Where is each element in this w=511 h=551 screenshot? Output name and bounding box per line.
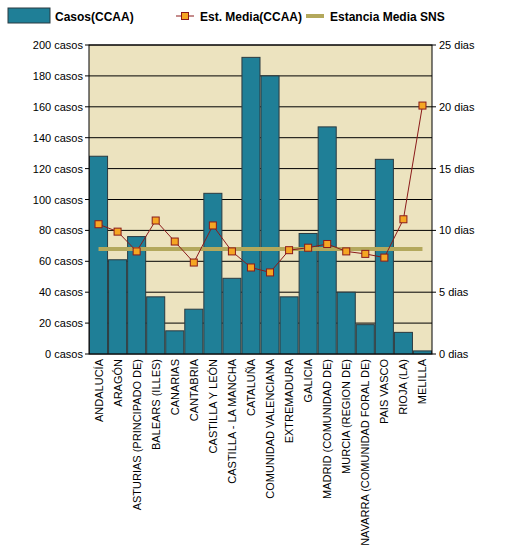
bar: [204, 193, 222, 354]
marks: [90, 57, 432, 354]
y-tick-label: 200 casos: [33, 39, 84, 51]
marker: [400, 216, 407, 223]
bar: [299, 233, 317, 354]
line: [99, 247, 423, 251]
y2-tick-label: 15 dias: [439, 163, 475, 175]
marker: [171, 238, 178, 245]
marker: [114, 228, 121, 235]
x-tick-label: CANTABRIA: [188, 358, 200, 421]
y2-tick-label: 10 dias: [439, 224, 475, 236]
plot-frame: [89, 45, 432, 354]
y-tick: [85, 354, 89, 355]
y-tick: [85, 261, 89, 262]
chart: 0 casos 20 casos 40 casos 60 casos 80 casos 1…: [0, 0, 511, 551]
y-tick: [85, 45, 89, 46]
y-tick-label: 0 casos: [45, 348, 83, 360]
legend-label: Casos(CCAA): [55, 10, 134, 24]
x-tick-label: ASTURIAS (PRINCIPADO DE): [131, 359, 143, 510]
y-tick: [85, 75, 89, 76]
bar: [394, 332, 412, 354]
y-tick-label: 180 casos: [33, 70, 84, 82]
y-tick: [85, 199, 89, 200]
legend-label: Estancia Media SNS: [330, 10, 445, 24]
plot-background: [89, 45, 432, 354]
marker: [343, 248, 350, 255]
y2-tick: [432, 106, 436, 107]
y-tick-label: 120 casos: [33, 163, 84, 175]
marker: [133, 248, 140, 255]
marker: [95, 221, 102, 228]
marker: [305, 244, 312, 251]
y2-tick: [432, 354, 436, 355]
y2-tick-label: 20 dias: [439, 101, 475, 113]
x-tick-label: ARAGÓN: [112, 359, 124, 407]
y-tick: [85, 106, 89, 107]
y2-tick-label: 5 dias: [439, 286, 469, 298]
bar: [337, 292, 355, 354]
x-tick-label: CATALUÑA: [245, 358, 257, 416]
y-tick-label: 140 casos: [33, 132, 84, 144]
marker: [190, 259, 197, 266]
y-tick-label: 100 casos: [33, 194, 84, 206]
x-tick-label: GALICIA: [302, 358, 314, 402]
bar: [90, 156, 108, 354]
marker: [247, 264, 254, 271]
bar: [356, 325, 374, 354]
y2-tick: [432, 45, 436, 46]
x-tick-label: EXTREMADURA: [283, 358, 295, 443]
marker: [419, 102, 426, 109]
bar: [261, 76, 279, 354]
marker: [209, 222, 216, 229]
bar: [147, 297, 165, 354]
marker: [381, 254, 388, 261]
y2-tick: [432, 292, 436, 293]
marker: [324, 240, 331, 247]
x-tick-label: NAVARRA (COMUNIDAD FORAL DE): [359, 359, 371, 546]
y-tick: [85, 230, 89, 231]
y2-tick-label: 0 dias: [439, 348, 469, 360]
y2-tick: [432, 230, 436, 231]
y-tick-label: 160 casos: [33, 101, 84, 113]
legend-label: Est. Media(CCAA): [200, 10, 302, 24]
legend-swatch: [8, 8, 50, 23]
y-tick: [85, 168, 89, 169]
bar: [185, 309, 203, 354]
x-tick-label: BALEARS (ILLES): [150, 359, 162, 450]
y2-tick: [432, 168, 436, 169]
marker: [362, 250, 369, 257]
marker: [152, 217, 159, 224]
y-tick: [85, 292, 89, 293]
y-tick-label: 20 casos: [39, 317, 84, 329]
bar: [242, 57, 260, 354]
x-tick-label: ANDALUCÍA: [93, 358, 105, 422]
x-tick-label: MELILLA: [416, 358, 428, 404]
legend-swatch: [306, 14, 324, 18]
bar: [166, 331, 184, 354]
x-tick-label: PAIS VASCO: [378, 359, 390, 424]
y-tick-label: 40 casos: [39, 286, 84, 298]
x-tick-label: MURCIA (REGION DE): [340, 359, 352, 474]
bar: [128, 237, 146, 354]
x-tick-label: CASTILLA Y LEÓN: [207, 359, 219, 453]
x-tick-label: RIOJA (LA): [397, 359, 409, 415]
y-tick-label: 60 casos: [39, 255, 84, 267]
y-tick-label: 80 casos: [39, 224, 84, 236]
x-tick-label: COMUNIDAD VALENCIANA: [264, 358, 276, 498]
x-tick-label: CASTILLA - LA MANCHA: [226, 358, 238, 483]
legend-marker: [182, 13, 189, 20]
marker: [267, 269, 274, 276]
y2-tick-label: 25 dias: [439, 39, 475, 51]
marker: [228, 248, 235, 255]
x-tick-label: MADRID (COMUNIDAD DE): [321, 359, 333, 499]
bar: [280, 297, 298, 354]
y-tick: [85, 323, 89, 324]
line: [99, 106, 423, 273]
marker: [286, 247, 293, 254]
bar: [318, 127, 336, 354]
bar: [109, 260, 127, 354]
x-tick-label: CANARIAS: [169, 359, 181, 415]
bar: [223, 278, 241, 354]
y-tick: [85, 137, 89, 138]
